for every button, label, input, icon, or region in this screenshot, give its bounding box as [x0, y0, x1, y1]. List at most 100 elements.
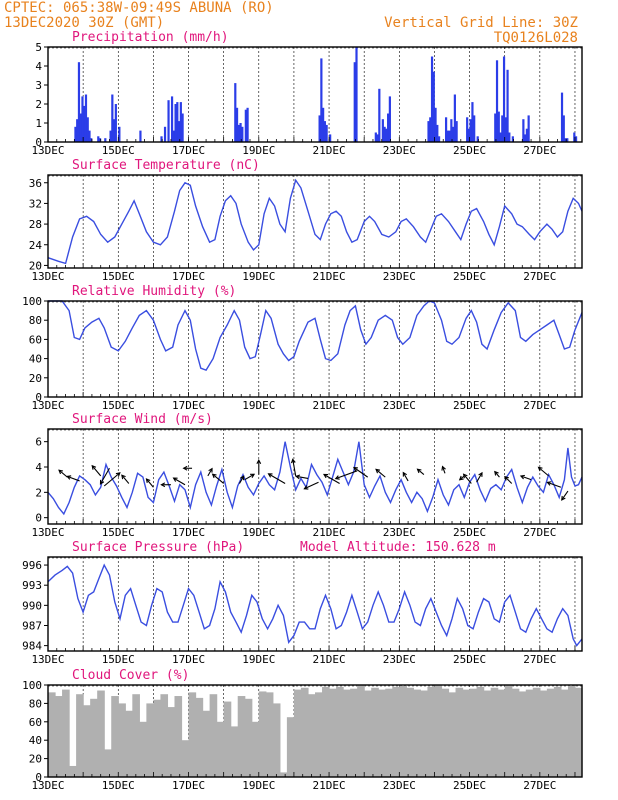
- y-tick-label: 0: [35, 391, 42, 404]
- y-tick-label: 60: [29, 333, 42, 346]
- data-bar: [237, 696, 246, 777]
- data-bar: [567, 685, 576, 777]
- data-bar: [383, 126, 386, 142]
- data-bar: [322, 107, 325, 142]
- header-run-date: 13DEC2020 30Z (GMT): [4, 15, 164, 31]
- x-tick-label: 15DEC: [102, 270, 135, 283]
- x-tick-label: 13DEC: [31, 653, 64, 666]
- data-bar: [483, 690, 492, 777]
- data-bar: [566, 138, 569, 142]
- wind-arrow: [334, 470, 358, 480]
- data-bar: [293, 689, 302, 777]
- panel-frame: [47, 300, 583, 398]
- data-bar: [272, 703, 281, 777]
- x-tick-label: 23DEC: [383, 526, 416, 539]
- data-bar: [506, 69, 509, 142]
- data-bar: [76, 694, 84, 777]
- series-line: [47, 441, 583, 516]
- data-bar: [564, 138, 567, 142]
- x-tick-label: 13DEC: [31, 399, 64, 412]
- wind-arrow: [352, 466, 369, 478]
- data-bar: [76, 119, 79, 142]
- data-bar: [167, 707, 176, 777]
- wind-arrow: [211, 473, 225, 484]
- wind-arrow: [121, 474, 130, 484]
- data-bar: [511, 136, 514, 142]
- x-tick-label: 13DEC: [31, 526, 64, 539]
- data-bar: [251, 721, 260, 777]
- data-bar: [371, 687, 379, 777]
- x-tick-label: 25DEC: [453, 144, 486, 157]
- data-bar: [170, 96, 174, 142]
- data-bar: [385, 128, 388, 142]
- panel-title: Surface Temperature (nC): [72, 158, 260, 173]
- data-bar: [139, 721, 147, 777]
- x-tick-label: 25DEC: [453, 526, 486, 539]
- x-tick-label: 23DEC: [383, 270, 416, 283]
- data-bar: [202, 710, 211, 777]
- data-bar: [455, 121, 458, 142]
- y-tick-label: 5: [35, 41, 42, 54]
- wind-arrow: [561, 490, 569, 501]
- data-bar: [118, 126, 121, 142]
- panel-pres: Surface Pressure (hPa) Model Altitude: 15…: [22, 540, 583, 666]
- data-bar: [336, 686, 344, 777]
- y-tick-label: 20: [29, 372, 42, 385]
- header-grid-note: Vertical Grid Line: 30Z: [384, 15, 578, 31]
- y-tick-label: 40: [29, 734, 42, 747]
- data-bar: [181, 740, 190, 777]
- data-bar: [471, 102, 474, 142]
- data-bar: [112, 119, 116, 142]
- data-bar: [329, 134, 332, 142]
- y-tick-label: 996: [22, 559, 42, 572]
- data-bar: [539, 690, 548, 777]
- x-tick-label: 19DEC: [242, 399, 275, 412]
- data-bar: [350, 688, 358, 777]
- data-bar: [318, 115, 321, 142]
- header-location: CPTEC: 065:38W-09:49S ABUNA (RO): [4, 0, 274, 16]
- wind-arrow: [295, 474, 309, 480]
- x-tick-label: 27DEC: [523, 779, 556, 792]
- data-bar: [453, 94, 456, 142]
- y-tick-label: 80: [29, 314, 42, 327]
- data-bar: [508, 132, 511, 142]
- data-bar: [374, 132, 377, 142]
- data-bar: [441, 688, 450, 777]
- y-tick-label: 24: [29, 239, 43, 252]
- x-tick-label: 13DEC: [31, 779, 64, 792]
- data-bar: [83, 105, 86, 142]
- data-bar: [55, 696, 63, 777]
- y-tick-label: 0: [35, 771, 42, 784]
- data-bar: [323, 121, 326, 142]
- x-tick-label: 27DEC: [523, 399, 556, 412]
- x-tick-label: 15DEC: [102, 144, 135, 157]
- data-bar: [524, 134, 527, 142]
- data-bar: [494, 113, 497, 142]
- data-bar: [88, 130, 91, 142]
- data-bar: [322, 686, 330, 777]
- wind-arrow: [207, 467, 213, 477]
- data-bar: [455, 687, 464, 777]
- data-bar: [174, 696, 183, 777]
- wind-arrow: [238, 475, 245, 484]
- x-tick-label: 27DEC: [523, 144, 556, 157]
- data-bar: [265, 692, 274, 777]
- y-tick-label: 987: [22, 619, 42, 632]
- panel-frame: [47, 46, 583, 143]
- data-bar: [90, 698, 98, 777]
- wind-arrow: [504, 475, 513, 484]
- data-bar: [244, 698, 253, 777]
- wind-arrow: [182, 465, 193, 471]
- data-bar: [467, 128, 471, 142]
- wind-arrow: [375, 468, 386, 478]
- data-bar: [574, 687, 583, 777]
- data-bar: [163, 126, 167, 142]
- data-bar: [139, 130, 142, 142]
- data-bar: [83, 705, 91, 777]
- wind-arrow: [416, 468, 425, 476]
- data-bar: [235, 107, 239, 142]
- data-bar: [79, 113, 82, 142]
- x-tick-label: 15DEC: [102, 653, 135, 666]
- x-tick-label: 23DEC: [383, 144, 416, 157]
